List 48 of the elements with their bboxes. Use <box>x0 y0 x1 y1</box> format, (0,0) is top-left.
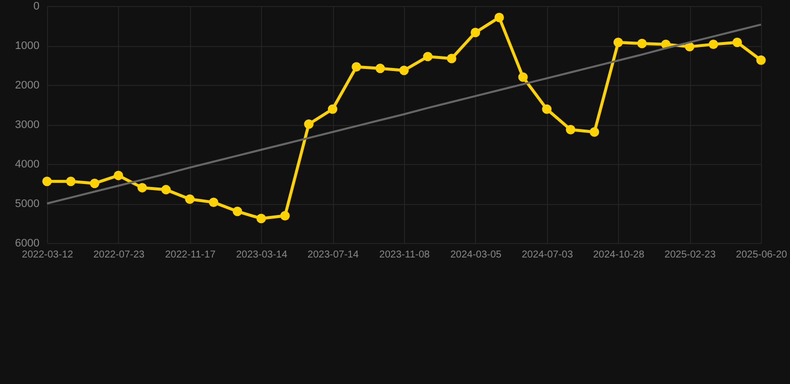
point <box>518 72 528 82</box>
point <box>732 38 742 48</box>
point <box>542 104 552 114</box>
x-tick-label: 2024-07-03 <box>522 250 574 260</box>
point <box>90 178 100 188</box>
x-tick-label: 2024-10-28 <box>593 250 645 260</box>
point <box>328 104 338 114</box>
point <box>232 206 242 216</box>
x-tick-label: 2025-06-20 <box>736 250 788 260</box>
point <box>304 119 314 129</box>
point <box>42 176 52 186</box>
point <box>590 127 600 137</box>
point <box>470 28 480 38</box>
point <box>566 124 576 134</box>
point <box>185 194 195 204</box>
point <box>352 62 362 72</box>
y-tick-label: 4000 <box>15 158 40 170</box>
x-tick-label: 2023-07-14 <box>308 250 360 260</box>
y-tick-label: 3000 <box>15 119 40 131</box>
x-tick-label: 2022-11-17 <box>165 250 216 260</box>
y-tick-label: 1000 <box>15 40 40 52</box>
x-tick-label: 2022-03-12 <box>22 250 74 260</box>
point <box>280 211 290 220</box>
x-tick-label: 2024-03-05 <box>450 250 502 260</box>
point <box>494 12 504 22</box>
y-tick-label: 5000 <box>15 198 40 210</box>
x-tick-label: 2022-07-23 <box>93 250 145 260</box>
point <box>161 184 171 194</box>
y-tick-label: 0 <box>33 0 40 12</box>
point <box>756 55 766 65</box>
point <box>114 170 124 180</box>
point <box>137 182 147 192</box>
point <box>66 176 76 186</box>
line-series <box>46 24 762 204</box>
point <box>446 54 456 64</box>
point <box>637 38 647 48</box>
y-tick-label: 6000 <box>15 238 40 250</box>
x-tick-label: 2023-11-08 <box>379 250 430 260</box>
x-tick-label: 2023-03-14 <box>236 250 288 260</box>
y-tick-label: 2000 <box>15 80 40 92</box>
point <box>208 198 218 208</box>
point <box>613 38 623 48</box>
point <box>256 214 266 224</box>
point <box>375 64 385 74</box>
point <box>423 52 433 62</box>
point <box>399 66 409 76</box>
x-tick-label: 2025-02-23 <box>664 250 716 260</box>
point <box>708 40 718 50</box>
